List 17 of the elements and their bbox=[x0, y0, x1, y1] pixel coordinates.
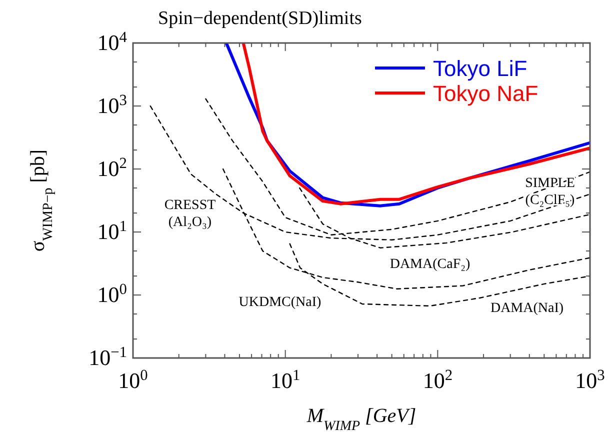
y-tick-label: 10$^{0}$ bbox=[97, 280, 128, 307]
y-tick-label: 10$^{1}$ bbox=[97, 218, 127, 244]
annotation: CRESST (Al₂O₃) bbox=[164, 198, 216, 230]
x-tick-label: 10$^{2}$ bbox=[422, 366, 453, 393]
y-tick-label: 10$^{4}$ bbox=[97, 28, 128, 55]
y-tick-label: 10$^{2}$ bbox=[97, 154, 127, 181]
x-axis-title: M$_{WIMP}$ [GeV] bbox=[306, 405, 416, 432]
x-tick-label: 10$^{1}$ bbox=[270, 366, 300, 393]
annotation: DAMA(CaF₂) bbox=[390, 257, 470, 272]
legend-label: Tokyo NaF bbox=[433, 81, 538, 106]
legend-label: Tokyo LiF bbox=[433, 56, 528, 81]
chart-title: Spin−dependent(SD)limits bbox=[158, 8, 362, 29]
y-tick-label: 10$^{3}$ bbox=[97, 92, 128, 118]
annotation: SIMPLE (C₂ClF₅) bbox=[525, 176, 576, 208]
annotation: DAMA(NaI) bbox=[490, 301, 564, 316]
x-tick-label: 10$^{3}$ bbox=[575, 366, 606, 393]
annotation: UKDMC(NaI) bbox=[238, 295, 322, 310]
